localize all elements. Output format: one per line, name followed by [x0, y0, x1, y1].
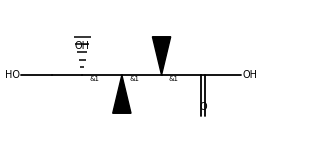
- Text: OH: OH: [154, 41, 169, 51]
- Polygon shape: [152, 37, 171, 75]
- Text: O: O: [199, 102, 207, 112]
- Text: HO: HO: [5, 70, 20, 80]
- Polygon shape: [113, 75, 131, 113]
- Text: F: F: [119, 99, 125, 109]
- Text: OH: OH: [75, 41, 90, 51]
- Text: &1: &1: [129, 76, 139, 82]
- Text: OH: OH: [243, 70, 258, 80]
- Text: &1: &1: [169, 76, 179, 82]
- Text: &1: &1: [89, 76, 100, 82]
